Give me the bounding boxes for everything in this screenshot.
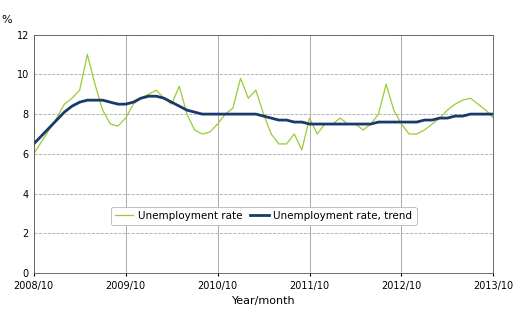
Unemployment rate — [483, 108, 489, 112]
Unemployment rate, trend — [31, 142, 37, 146]
Unemployment rate — [31, 152, 37, 156]
Line: Unemployment rate: Unemployment rate — [34, 54, 519, 154]
Unemployment rate, trend — [145, 94, 152, 98]
Unemployment rate — [490, 116, 497, 120]
Line: Unemployment rate, trend: Unemployment rate, trend — [34, 96, 519, 144]
X-axis label: Year/month: Year/month — [232, 296, 295, 306]
Unemployment rate — [467, 96, 473, 100]
Unemployment rate, trend — [490, 112, 497, 116]
Unemployment rate, trend — [506, 112, 512, 116]
Text: %: % — [2, 15, 12, 25]
Unemployment rate — [506, 52, 512, 56]
Unemployment rate — [77, 88, 83, 92]
Legend: Unemployment rate, Unemployment rate, trend: Unemployment rate, Unemployment rate, tr… — [111, 207, 417, 225]
Unemployment rate, trend — [467, 112, 473, 116]
Unemployment rate, trend — [483, 112, 489, 116]
Unemployment rate, trend — [77, 100, 83, 104]
Unemployment rate — [84, 52, 90, 56]
